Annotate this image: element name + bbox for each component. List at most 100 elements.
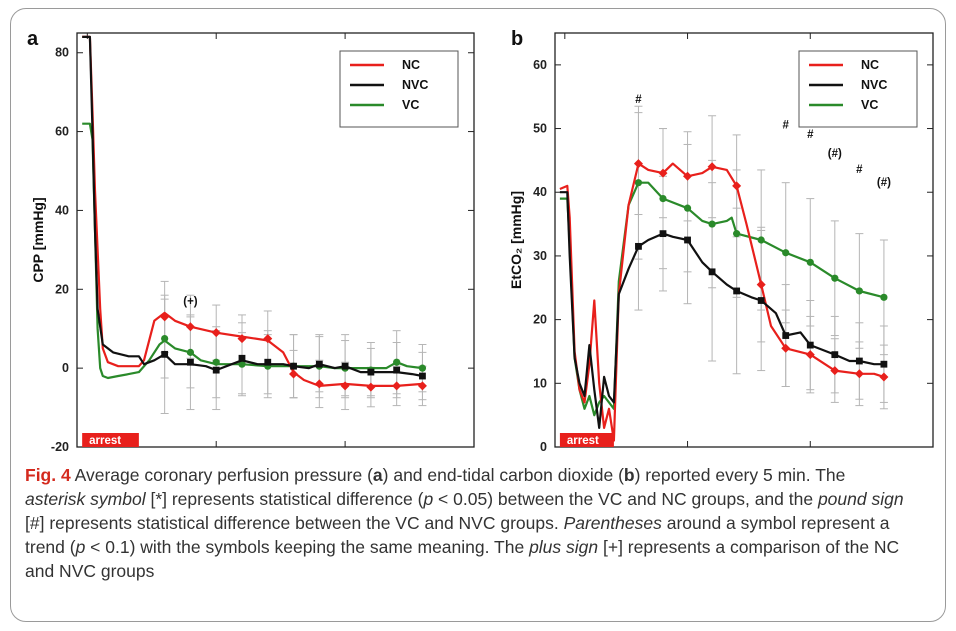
caption-text: [#] represents statistical difference be… xyxy=(25,513,564,533)
data-point xyxy=(831,351,839,359)
data-point xyxy=(733,287,741,295)
data-point xyxy=(733,230,741,238)
x-tick-label: 75 xyxy=(926,452,940,453)
caption-text: pound sign xyxy=(817,489,904,509)
panel-label: a xyxy=(27,28,39,50)
legend-box xyxy=(798,50,918,128)
data-point xyxy=(212,366,220,374)
data-point xyxy=(290,362,297,370)
data-point xyxy=(684,236,691,244)
annotation-label: (#) xyxy=(877,177,891,189)
event-label: arrest xyxy=(89,435,121,447)
data-point xyxy=(187,358,194,366)
x-tick-label: 0 xyxy=(561,452,568,453)
data-point xyxy=(417,381,427,391)
y-tick-label: 30 xyxy=(533,249,547,263)
data-point xyxy=(289,369,299,379)
y-tick-label: 40 xyxy=(533,185,547,199)
y-tick-label: -20 xyxy=(51,440,69,453)
data-point xyxy=(658,168,668,178)
y-tick-label: 20 xyxy=(55,282,69,296)
y-tick-label: 10 xyxy=(533,376,547,390)
plot-frame xyxy=(76,32,475,448)
data-point xyxy=(855,287,863,295)
data-point xyxy=(732,181,742,191)
x-tick-label: 50 xyxy=(338,452,352,453)
data-point xyxy=(831,274,839,282)
annotation-label: (#) xyxy=(828,148,842,160)
data-point xyxy=(805,350,815,360)
data-point xyxy=(161,350,169,358)
data-point xyxy=(782,332,790,339)
data-point xyxy=(393,358,401,366)
caption-text: p xyxy=(75,537,86,557)
y-tick-label: 0 xyxy=(62,361,69,375)
data-point xyxy=(708,220,716,228)
caption-text: < 0.1) with the symbols keeping the same… xyxy=(85,537,530,557)
caption-text: p xyxy=(423,489,434,509)
annotation-label: # xyxy=(783,120,790,132)
figure-caption: Fig. 4 Average coronary perfusion pressu… xyxy=(25,463,905,583)
caption-text: < 0.05) between the VC and NC groups, an… xyxy=(433,489,818,509)
data-point xyxy=(211,328,221,338)
x-tick-label: 25 xyxy=(681,452,695,453)
data-point xyxy=(707,162,717,172)
series-line-nvc xyxy=(559,191,884,429)
y-axis-label: CPP [mmHg] xyxy=(30,197,46,282)
data-point xyxy=(341,362,349,370)
legend-box xyxy=(339,50,459,128)
caption-text: [*] represents statistical difference ( xyxy=(145,489,424,509)
caption-text: b xyxy=(623,465,635,485)
data-point xyxy=(683,171,693,181)
legend-label: NC xyxy=(861,58,879,72)
caption-text: plus sign xyxy=(529,537,599,557)
y-tick-label: 60 xyxy=(533,58,547,72)
caption-text: ) reported every 5 min. The xyxy=(634,465,846,485)
data-point xyxy=(880,293,888,301)
caption-fig-label: Fig. 4 xyxy=(25,465,71,485)
annotation-label: # xyxy=(807,129,814,141)
data-point xyxy=(659,230,667,238)
data-point xyxy=(708,268,716,276)
event-label: arrest xyxy=(567,435,599,447)
data-point xyxy=(635,242,642,250)
data-point xyxy=(855,357,863,365)
data-point xyxy=(757,236,765,244)
data-point xyxy=(806,258,814,266)
data-point xyxy=(264,358,272,366)
data-point xyxy=(367,368,375,376)
caption-text: [+] represents a comparison of the NC an… xyxy=(25,537,900,581)
data-point xyxy=(238,360,246,368)
caption-text: Average coronary perfusion pressure ( xyxy=(70,465,373,485)
annotation-label: # xyxy=(856,164,863,176)
caption-text: around a symbol represent a trend ( xyxy=(25,513,890,557)
data-point xyxy=(237,334,247,344)
caption-text: ) and end-tidal carbon dioxide ( xyxy=(382,465,624,485)
data-point xyxy=(160,312,170,322)
annotation-label: # xyxy=(635,94,642,106)
data-point xyxy=(756,280,766,290)
data-point xyxy=(782,249,790,257)
data-point xyxy=(212,358,220,366)
legend-label: VC xyxy=(402,98,419,112)
legend-label: VC xyxy=(861,98,878,112)
y-tick-label: 80 xyxy=(55,46,69,60)
annotation-label: (+) xyxy=(183,296,198,308)
x-tick-label: 25 xyxy=(209,452,223,453)
caption-text: Parentheses xyxy=(563,513,662,533)
event-bar xyxy=(82,433,139,447)
data-point xyxy=(854,369,864,379)
data-point xyxy=(314,379,324,389)
data-point xyxy=(392,381,402,391)
data-point xyxy=(263,334,273,344)
y-tick-label: 0 xyxy=(540,440,547,453)
data-point xyxy=(315,360,323,368)
event-bar xyxy=(559,433,614,447)
data-point xyxy=(879,372,889,382)
y-tick-label: 20 xyxy=(533,313,547,327)
data-point xyxy=(781,343,791,353)
legend-label: NC xyxy=(402,58,420,72)
chart-panel-b: b01020304050600255075Time [min]EtCO₂ [mm… xyxy=(508,28,940,453)
data-point xyxy=(366,382,376,392)
data-point xyxy=(419,372,426,380)
